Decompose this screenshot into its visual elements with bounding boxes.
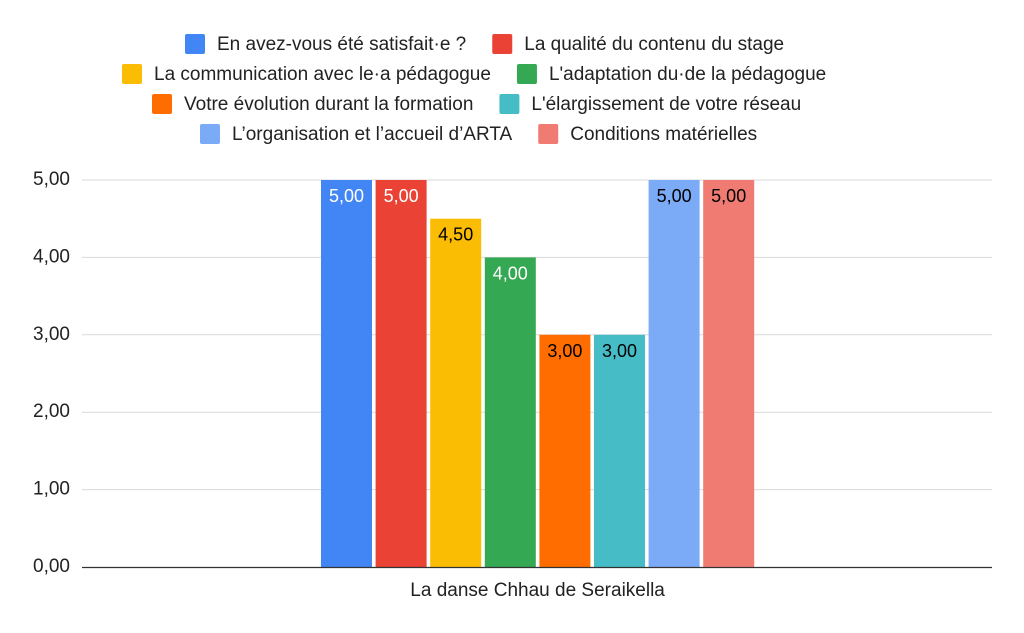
- y-tick-label: 0,00: [33, 556, 70, 577]
- legend-label: La qualité du contenu du stage: [524, 34, 784, 55]
- legend-label: En avez-vous été satisfait·e ?: [217, 34, 466, 55]
- legend: En avez-vous été satisfait·e ? La qualité…: [122, 34, 826, 145]
- data-label: 3,00: [547, 341, 582, 361]
- x-axis: La danse Chhau de Seraikella: [410, 580, 665, 601]
- data-label: 5,00: [711, 186, 746, 206]
- legend-label: L'élargissement de votre réseau: [531, 94, 801, 115]
- bar: [703, 180, 755, 567]
- legend-item: Conditions matérielles: [538, 124, 757, 145]
- legend-swatch: [152, 94, 172, 114]
- data-label: 4,00: [493, 263, 528, 283]
- x-category-label: La danse Chhau de Seraikella: [410, 580, 665, 601]
- bar: [539, 334, 591, 567]
- legend-swatch: [499, 94, 520, 114]
- data-label: 3,00: [602, 341, 637, 361]
- legend-item: En avez-vous été satisfait·e ?: [185, 34, 466, 55]
- bars: 5,00 5,00 4,50 4,00 3,00 3,00 5,00 5,00: [321, 180, 755, 567]
- legend-swatch: [122, 64, 142, 84]
- bar: [321, 180, 372, 567]
- legend-label: Votre évolution durant la formation: [184, 94, 473, 115]
- data-label: 4,50: [438, 225, 473, 245]
- legend-item: L'adaptation du·de la pédagogue: [516, 64, 826, 85]
- y-tick-label: 4,00: [33, 246, 70, 267]
- gridlines: [82, 179, 992, 491]
- y-tick-label: 2,00: [33, 401, 70, 422]
- legend-item: L’organisation et l’accueil d’ARTA: [200, 124, 513, 145]
- legend-item: Votre évolution durant la formation: [152, 94, 473, 115]
- bar: [648, 180, 700, 567]
- legend-item: La communication avec le·a pédagogue: [122, 64, 491, 85]
- legend-label: La communication avec le·a pédagogue: [154, 64, 491, 85]
- bar: [375, 180, 427, 567]
- bar: [594, 334, 645, 567]
- legend-label: L'adaptation du·de la pédagogue: [549, 64, 826, 85]
- legend-swatch: [516, 64, 537, 84]
- y-tick-label: 1,00: [33, 479, 70, 500]
- bar: [430, 218, 482, 567]
- legend-swatch: [538, 124, 559, 144]
- y-tick-label: 5,00: [33, 169, 70, 190]
- data-label: 5,00: [384, 186, 419, 206]
- data-label: 5,00: [329, 186, 364, 206]
- legend-label: L’organisation et l’accueil d’ARTA: [232, 124, 513, 145]
- legend-item: L'élargissement de votre réseau: [499, 94, 801, 115]
- legend-swatch: [185, 34, 205, 54]
- y-tick-label: 3,00: [33, 324, 70, 345]
- bar: [484, 257, 536, 567]
- data-label: 5,00: [657, 186, 692, 206]
- legend-swatch: [492, 34, 513, 54]
- legend-swatch: [200, 124, 220, 144]
- legend-label: Conditions matérielles: [570, 124, 757, 145]
- legend-item: La qualité du contenu du stage: [492, 34, 784, 55]
- y-axis: 0,00 1,00 2,00 3,00 4,00 5,00: [33, 169, 70, 577]
